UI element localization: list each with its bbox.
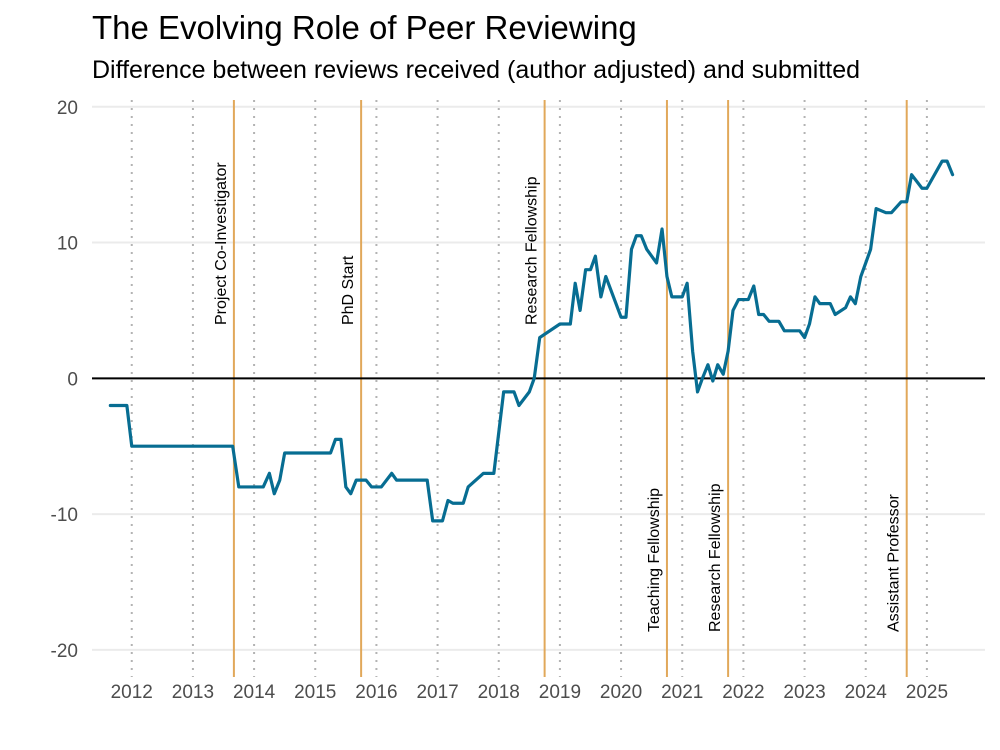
x-axis-ticks: 2012 2013 2014 2015 2016 2017 2018 2019 2020 2021… (111, 682, 948, 703)
event-label: Project Co-Investigator (213, 162, 230, 325)
event-label: Teaching Fellowship (646, 488, 663, 632)
chart-title: The Evolving Role of Peer Reviewing (92, 9, 637, 46)
y-tick-label: 0 (67, 369, 78, 390)
series-layer (108, 159, 955, 523)
event-lines (232, 100, 908, 677)
x-tick-label: 2016 (355, 682, 397, 703)
x-tick-label: 2013 (172, 682, 214, 703)
x-tick-label: 2017 (416, 682, 458, 703)
year-gridlines (130, 100, 928, 677)
x-tick-label: 2023 (783, 682, 825, 703)
y-tick-label: -10 (51, 505, 78, 526)
y-tick-label: 20 (57, 98, 78, 119)
event-label: PhD Start (340, 255, 357, 325)
series-line (108, 159, 955, 523)
event-label: Research Fellowship (707, 483, 724, 632)
y-tick-label: -20 (51, 641, 78, 662)
x-tick-label: 2012 (111, 682, 153, 703)
x-tick-label: 2019 (539, 682, 581, 703)
y-tick-label: 10 (57, 234, 78, 255)
x-tick-label: 2024 (845, 682, 888, 703)
x-tick-label: 2018 (478, 682, 520, 703)
x-tick-label: 2022 (722, 682, 764, 703)
x-tick-label: 2021 (661, 682, 703, 703)
event-labels: Project Co-Investigator PhD Start Research… (213, 162, 903, 632)
y-axis-ticks: 20 10 0 -10 -20 (51, 98, 78, 662)
x-tick-label: 2014 (233, 682, 276, 703)
x-tick-label: 2015 (294, 682, 336, 703)
event-label: Assistant Professor (886, 494, 903, 633)
x-tick-label: 2020 (600, 682, 642, 703)
x-tick-label: 2025 (906, 682, 948, 703)
event-label: Research Fellowship (524, 176, 541, 325)
chart-subtitle: Difference between reviews received (aut… (92, 56, 860, 84)
